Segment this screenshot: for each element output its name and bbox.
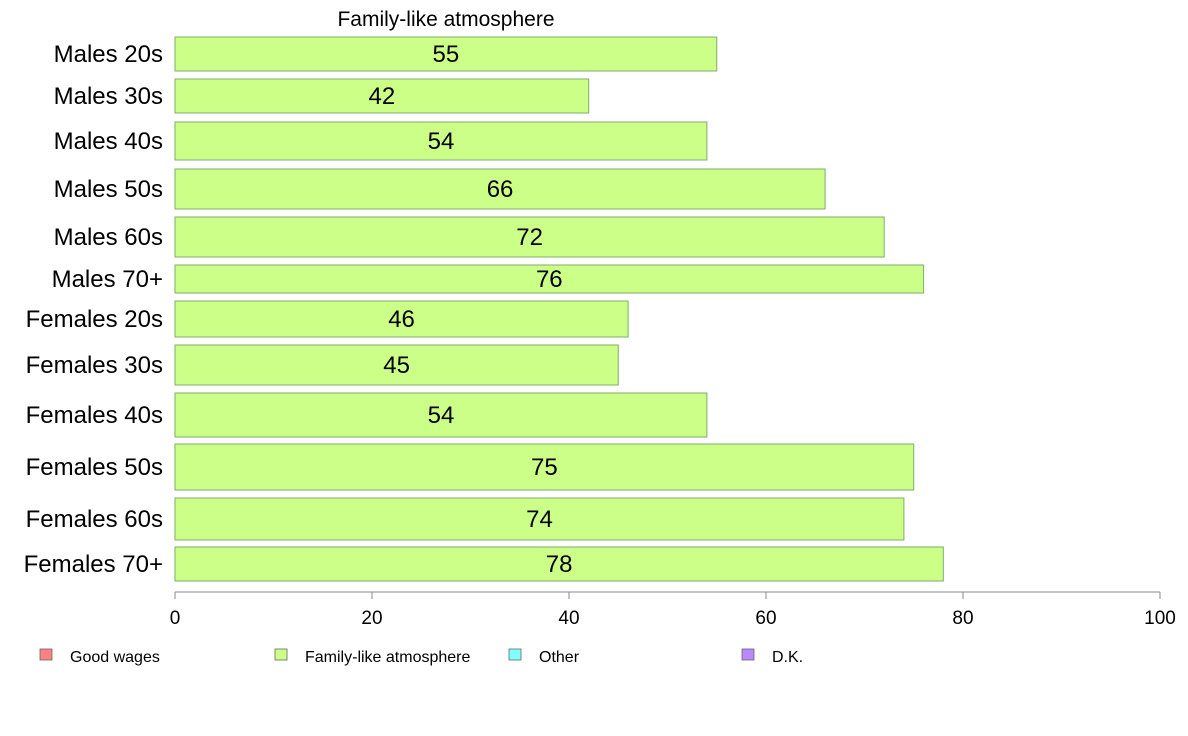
x-tick-label: 100 bbox=[1144, 608, 1176, 629]
data-label: 55 bbox=[433, 41, 460, 68]
bar bbox=[174, 168, 826, 210]
x-axis: 0 20 40 60 80 100 bbox=[170, 591, 1176, 629]
bar bbox=[174, 216, 885, 258]
data-label: 54 bbox=[428, 402, 455, 429]
bar bbox=[174, 344, 619, 386]
category-label: Males 20s bbox=[54, 41, 163, 68]
legend-label: Family-like atmosphere bbox=[305, 649, 470, 666]
bar bbox=[174, 497, 905, 541]
category-label: Females 20s bbox=[26, 306, 163, 333]
data-label: 78 bbox=[546, 551, 573, 578]
data-label: 75 bbox=[531, 454, 558, 481]
category-label: Males 60s bbox=[54, 224, 163, 251]
data-label: 76 bbox=[536, 266, 563, 293]
legend-swatch bbox=[741, 648, 755, 661]
bar bbox=[174, 392, 708, 438]
bar bbox=[174, 78, 590, 114]
x-tick-label: 80 bbox=[952, 608, 973, 629]
data-label: 72 bbox=[516, 224, 543, 251]
x-tick-label: 0 bbox=[170, 608, 181, 629]
category-label: Males 40s bbox=[54, 128, 163, 155]
bar bbox=[174, 264, 925, 294]
data-label: 74 bbox=[526, 506, 553, 533]
legend-label: Good wages bbox=[70, 649, 160, 666]
x-tick-label: 20 bbox=[361, 608, 382, 629]
legend-swatch bbox=[39, 648, 53, 661]
category-label: Females 30s bbox=[26, 352, 163, 379]
bar-group: Males 20s 55 Males 30s 42 Males 40s 54 Males 5… bbox=[24, 36, 944, 582]
data-label: 45 bbox=[383, 352, 410, 379]
data-label: 42 bbox=[368, 83, 395, 110]
legend-swatch bbox=[274, 648, 288, 661]
data-label: 66 bbox=[487, 176, 514, 203]
legend-swatch bbox=[508, 648, 522, 661]
category-label: Females 70+ bbox=[24, 551, 163, 578]
data-label: 46 bbox=[388, 306, 415, 333]
bar bbox=[174, 443, 915, 491]
bar bbox=[174, 36, 718, 72]
x-tick-label: 40 bbox=[558, 608, 579, 629]
x-tick-label: 60 bbox=[755, 608, 776, 629]
bar bbox=[174, 300, 629, 338]
bar bbox=[174, 121, 708, 161]
category-label: Females 60s bbox=[26, 506, 163, 533]
category-label: Females 50s bbox=[26, 454, 163, 481]
chart-title: Family-like atmosphere bbox=[337, 8, 554, 31]
category-label: Males 50s bbox=[54, 176, 163, 203]
bar bbox=[174, 546, 944, 582]
legend-label: Other bbox=[539, 649, 580, 666]
data-label: 54 bbox=[428, 128, 455, 155]
category-label: Males 70+ bbox=[52, 266, 163, 293]
legend: Good wages Family-like atmosphere Other D.K… bbox=[39, 648, 803, 666]
legend-label: D.K. bbox=[772, 649, 803, 666]
category-label: Females 40s bbox=[26, 402, 163, 429]
category-label: Males 30s bbox=[54, 83, 163, 110]
